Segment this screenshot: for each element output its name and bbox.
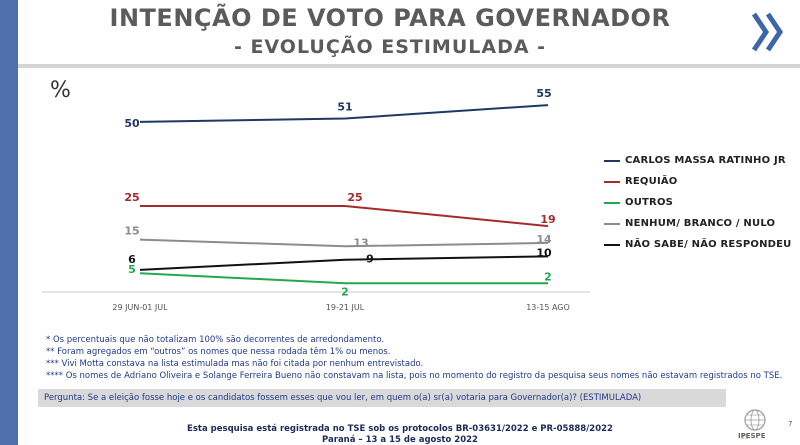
legend-label: NENHUM/ BRANCO / NULO bbox=[625, 218, 776, 229]
data-label: 9 bbox=[366, 253, 374, 266]
double-chevron-right-icon[interactable] bbox=[748, 10, 788, 54]
legend-label: NÃO SABE/ NÃO RESPONDEU bbox=[625, 239, 792, 250]
page-subtitle: - EVOLUÇÃO ESTIMULADA - bbox=[233, 36, 547, 58]
legend-swatch bbox=[604, 201, 620, 204]
data-label: 19 bbox=[540, 213, 555, 226]
footnote: *** Vivi Motta constava na lista estimul… bbox=[46, 359, 424, 369]
legend-swatch bbox=[604, 180, 620, 183]
series-line bbox=[139, 238, 549, 248]
footnote: * Os percentuais que não totalizam 100% … bbox=[46, 335, 385, 345]
legend-swatch bbox=[604, 159, 620, 162]
footer-location-date: Paraná – 13 a 15 de agosto 2022 bbox=[322, 435, 478, 445]
legend-label: OUTROS bbox=[625, 197, 674, 208]
legend-item: REQUIÃO bbox=[604, 171, 792, 192]
unit-label: % bbox=[50, 78, 71, 103]
logo-text: IPESPE bbox=[738, 432, 766, 440]
page-number: 7 bbox=[788, 420, 793, 428]
legend-item: NENHUM/ BRANCO / NULO bbox=[604, 213, 792, 234]
legend-label: REQUIÃO bbox=[625, 176, 678, 187]
x-tick-label: 13-15 AGO bbox=[526, 303, 570, 312]
side-accent-bar bbox=[0, 0, 18, 445]
survey-question: Pergunta: Se a eleição fosse hoje e os c… bbox=[38, 389, 726, 407]
data-label: 13 bbox=[353, 236, 368, 249]
footer-registration: Esta pesquisa está registrada no TSE sob… bbox=[187, 424, 613, 434]
data-label: 2 bbox=[341, 285, 349, 298]
data-label: 50 bbox=[124, 117, 140, 130]
data-label: 5 bbox=[128, 263, 136, 276]
legend-swatch bbox=[604, 243, 620, 246]
footnote: **** Os nomes de Adriano Oliveira e Sola… bbox=[46, 371, 783, 381]
legend-item: CARLOS MASSA RATINHO JR bbox=[604, 150, 792, 171]
data-label: 2 bbox=[544, 270, 552, 283]
data-label: 10 bbox=[536, 246, 552, 259]
footnote: ** Foram agregados em “outros” os nomes … bbox=[46, 347, 391, 357]
x-tick-label: 19-21 JUL bbox=[326, 303, 365, 312]
logo-years: 35 bbox=[741, 434, 749, 441]
globe-logo-icon: 35 bbox=[741, 409, 766, 441]
data-label: 6 bbox=[128, 253, 136, 266]
data-label: 15 bbox=[124, 225, 139, 238]
legend-item: NÃO SABE/ NÃO RESPONDEU bbox=[604, 234, 792, 255]
series-line bbox=[139, 104, 549, 123]
x-tick-label: 29 JUN-01 JUL bbox=[112, 303, 168, 312]
data-label: 14 bbox=[536, 233, 552, 246]
series-line bbox=[140, 204, 549, 228]
data-label: 51 bbox=[337, 101, 352, 114]
data-label: 55 bbox=[536, 87, 551, 100]
legend-label: CARLOS MASSA RATINHO JR bbox=[625, 155, 786, 166]
data-label: 25 bbox=[347, 191, 362, 204]
footnotes: * Os percentuais que não totalizam 100% … bbox=[46, 334, 782, 382]
series-line bbox=[139, 255, 549, 271]
page-title: INTENÇÃO DE VOTO PARA GOVERNADOR bbox=[109, 4, 671, 32]
data-label: 25 bbox=[124, 191, 139, 204]
legend-item: OUTROS bbox=[604, 192, 792, 213]
header-divider bbox=[18, 64, 800, 68]
chart-legend: CARLOS MASSA RATINHO JR REQUIÃO OUTROS NENH… bbox=[604, 150, 792, 255]
legend-swatch bbox=[604, 222, 620, 225]
series-line bbox=[139, 272, 548, 285]
